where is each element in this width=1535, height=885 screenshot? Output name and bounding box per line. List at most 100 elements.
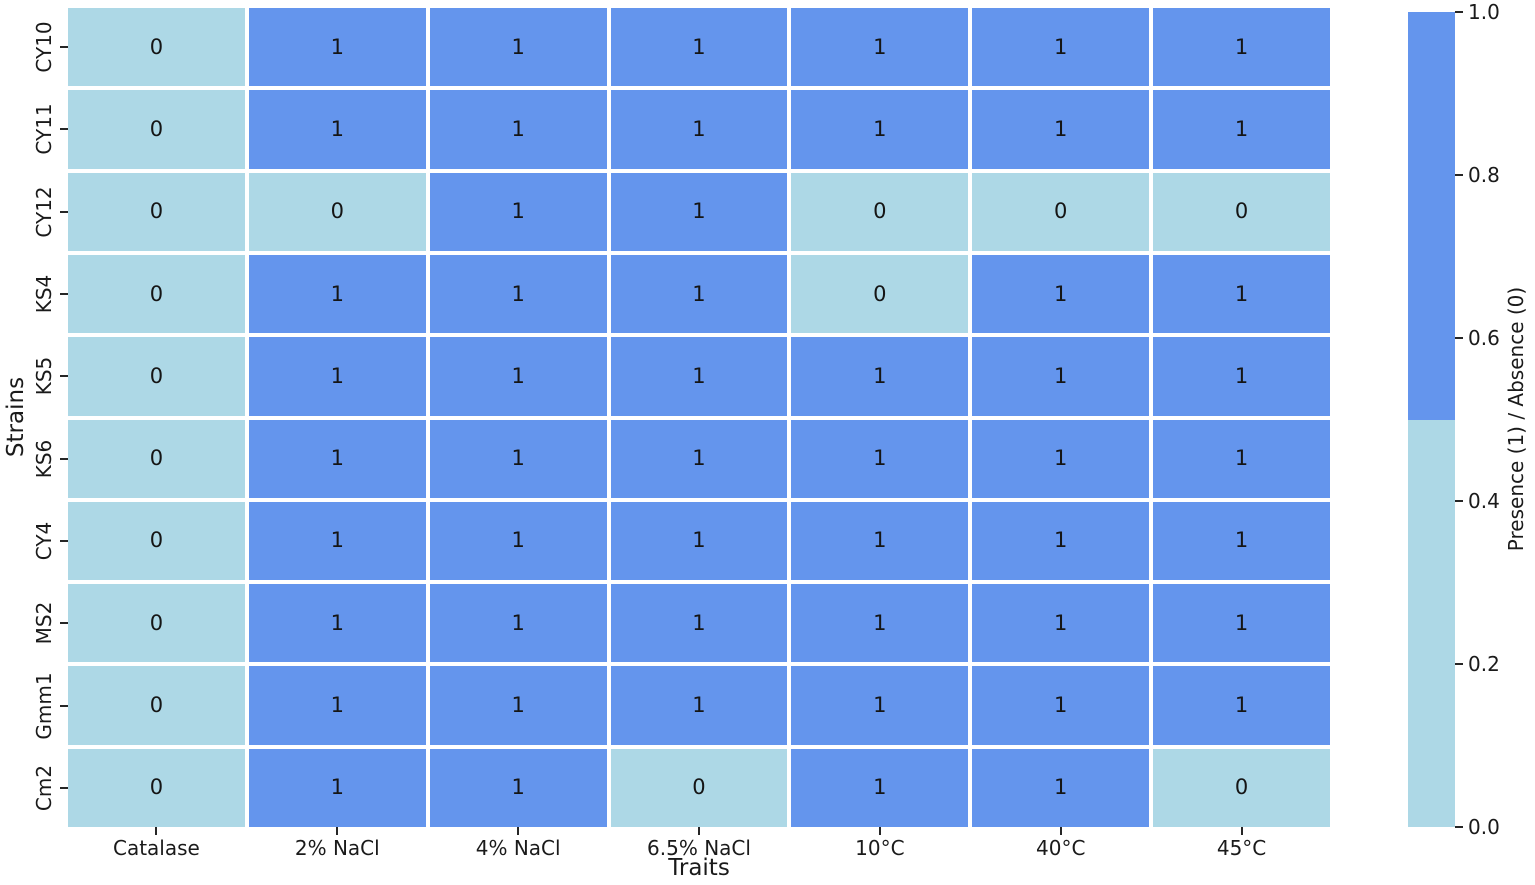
colorbar-segment bbox=[1408, 12, 1455, 420]
y-tick-mark bbox=[60, 46, 68, 49]
heatmap-cell-Gmm1-10°C: 1 bbox=[791, 666, 969, 745]
heatmap-cell-KS5-45°C: 1 bbox=[1153, 337, 1330, 416]
x-tick-label-2% NaCl: 2% NaCl bbox=[294, 836, 380, 860]
heatmap-cell-CY10-10°C: 1 bbox=[791, 8, 969, 87]
heatmap-cell-CY12-45°C: 0 bbox=[1153, 172, 1330, 251]
y-tick-mark bbox=[60, 457, 68, 460]
colorbar-tick-label-0.4: 0.4 bbox=[1468, 489, 1500, 513]
heatmap-cell-MS2-10°C: 1 bbox=[791, 584, 969, 663]
x-tick-mark bbox=[878, 827, 881, 835]
colorbar-tick-mark bbox=[1455, 826, 1463, 828]
heatmap-cell-CY4-40°C: 1 bbox=[972, 501, 1150, 581]
heatmap-cell-Cm2-Catalase: 0 bbox=[68, 748, 245, 827]
colorbar-label: Presence (1) / Absence (0) bbox=[1504, 286, 1528, 552]
y-tick-mark bbox=[60, 786, 68, 789]
x-tick-label-40°C: 40°C bbox=[1035, 836, 1086, 860]
heatmap-cell-KS6-6.5% NaCl: 1 bbox=[610, 419, 788, 498]
heatmap-cell-CY11-6.5% NaCl: 1 bbox=[610, 90, 788, 169]
heatmap-cell-CY11-40°C: 1 bbox=[972, 90, 1150, 169]
heatmap-cell-MS2-6.5% NaCl: 1 bbox=[610, 584, 788, 663]
heatmap-cell-KS6-45°C: 1 bbox=[1153, 419, 1330, 498]
heatmap-cell-MS2-Catalase: 0 bbox=[68, 584, 245, 663]
y-tick-label-MS2: MS2 bbox=[32, 601, 56, 645]
x-tick-label-4% NaCl: 4% NaCl bbox=[475, 836, 561, 860]
y-tick-mark bbox=[60, 539, 68, 542]
heatmap-cell-Gmm1-6.5% NaCl: 1 bbox=[610, 666, 788, 745]
heatmap-cell-Gmm1-4% NaCl: 1 bbox=[429, 666, 607, 745]
heatmap-cell-CY10-45°C: 1 bbox=[1153, 8, 1330, 87]
colorbar-tick-label-1.0: 1.0 bbox=[1468, 0, 1500, 24]
heatmap-cell-Cm2-40°C: 1 bbox=[972, 748, 1150, 827]
heatmap-cell-Gmm1-Catalase: 0 bbox=[68, 666, 245, 745]
y-tick-label-CY12: CY12 bbox=[32, 186, 56, 238]
heatmap-cell-MS2-4% NaCl: 1 bbox=[429, 584, 607, 663]
x-tick-mark bbox=[698, 827, 700, 835]
heatmap-cell-KS6-Catalase: 0 bbox=[68, 419, 245, 498]
colorbar-tick-label-0.8: 0.8 bbox=[1468, 163, 1500, 187]
heatmap-cell-KS4-4% NaCl: 1 bbox=[429, 254, 607, 334]
colorbar-tick-mark bbox=[1455, 174, 1463, 176]
heatmap-cell-CY10-2% NaCl: 1 bbox=[248, 8, 426, 87]
heatmap-cell-CY12-2% NaCl: 0 bbox=[248, 172, 426, 251]
heatmap-cell-CY12-6.5% NaCl: 1 bbox=[610, 172, 788, 251]
x-tick-mark bbox=[336, 827, 339, 835]
y-tick-mark bbox=[60, 210, 68, 213]
y-tick-label-Cm2: Cm2 bbox=[32, 764, 56, 811]
heatmap-cell-Cm2-10°C: 1 bbox=[791, 748, 969, 827]
heatmap-cell-KS6-4% NaCl: 1 bbox=[429, 419, 607, 498]
heatmap-cell-CY12-10°C: 0 bbox=[791, 172, 969, 251]
colorbar-tick-label-0.6: 0.6 bbox=[1468, 326, 1500, 350]
heatmap-cell-KS6-40°C: 1 bbox=[972, 419, 1150, 498]
heatmap-cell-CY11-2% NaCl: 1 bbox=[248, 90, 426, 169]
x-tick-mark bbox=[1059, 827, 1062, 835]
heatmap-cell-KS5-10°C: 1 bbox=[791, 337, 969, 416]
y-tick-label-CY4: CY4 bbox=[32, 521, 56, 561]
heatmap-cell-Gmm1-45°C: 1 bbox=[1153, 666, 1330, 745]
heatmap-cell-KS5-6.5% NaCl: 1 bbox=[610, 337, 788, 416]
heatmap-cell-CY12-Catalase: 0 bbox=[68, 172, 245, 251]
heatmap-cell-CY10-Catalase: 0 bbox=[68, 8, 245, 87]
heatmap-cell-CY4-45°C: 1 bbox=[1153, 501, 1330, 581]
x-tick-mark bbox=[155, 827, 158, 835]
colorbar-tick-mark bbox=[1455, 663, 1463, 665]
x-tick-label-Catalase: Catalase bbox=[112, 836, 200, 860]
heatmap-cell-Gmm1-40°C: 1 bbox=[972, 666, 1150, 745]
colorbar-tick-label-0.0: 0.0 bbox=[1468, 815, 1500, 839]
heatmap-cell-Cm2-6.5% NaCl: 0 bbox=[610, 748, 788, 827]
heatmap-cell-MS2-2% NaCl: 1 bbox=[248, 584, 426, 663]
x-tick-mark bbox=[1240, 827, 1243, 835]
colorbar-tick-label-0.2: 0.2 bbox=[1468, 652, 1500, 676]
x-tick-label-6.5% NaCl: 6.5% NaCl bbox=[647, 836, 751, 860]
colorbar-tick-mark bbox=[1455, 337, 1463, 339]
y-tick-label-CY10: CY10 bbox=[32, 21, 56, 73]
y-tick-mark bbox=[60, 622, 68, 625]
heatmap-cell-KS5-4% NaCl: 1 bbox=[429, 337, 607, 416]
heatmap-cell-CY12-40°C: 0 bbox=[972, 172, 1150, 251]
heatmap-cell-MS2-40°C: 1 bbox=[972, 584, 1150, 663]
y-axis-title: Strains bbox=[3, 376, 29, 458]
heatmap-cell-Cm2-45°C: 0 bbox=[1153, 748, 1330, 827]
heatmap-cell-KS5-Catalase: 0 bbox=[68, 337, 245, 416]
heatmap-cell-CY11-45°C: 1 bbox=[1153, 90, 1330, 169]
heatmap-cell-KS4-Catalase: 0 bbox=[68, 254, 245, 334]
heatmap-cell-CY12-4% NaCl: 1 bbox=[429, 172, 607, 251]
y-tick-label-KS4: KS4 bbox=[32, 274, 56, 314]
heatmap-cell-KS4-2% NaCl: 1 bbox=[248, 254, 426, 334]
y-tick-mark bbox=[60, 704, 68, 707]
heatmap-cell-CY10-6.5% NaCl: 1 bbox=[610, 8, 788, 87]
heatmap-cell-MS2-45°C: 1 bbox=[1153, 584, 1330, 663]
heatmap-cell-CY4-10°C: 1 bbox=[791, 501, 969, 581]
y-tick-mark bbox=[60, 293, 68, 296]
colorbar-tick-mark bbox=[1455, 500, 1463, 502]
y-tick-label-KS5: KS5 bbox=[32, 357, 56, 396]
heatmap-cell-Cm2-2% NaCl: 1 bbox=[248, 748, 426, 827]
heatmap-cell-CY10-40°C: 1 bbox=[972, 8, 1150, 87]
heatmap-cell-CY4-Catalase: 0 bbox=[68, 501, 245, 581]
x-tick-label-45°C: 45°C bbox=[1216, 836, 1267, 860]
y-tick-label-CY11: CY11 bbox=[32, 103, 56, 156]
y-tick-mark bbox=[60, 128, 68, 131]
heatmap-cell-CY4-4% NaCl: 1 bbox=[429, 501, 607, 581]
heatmap-cell-KS4-6.5% NaCl: 1 bbox=[610, 254, 788, 334]
